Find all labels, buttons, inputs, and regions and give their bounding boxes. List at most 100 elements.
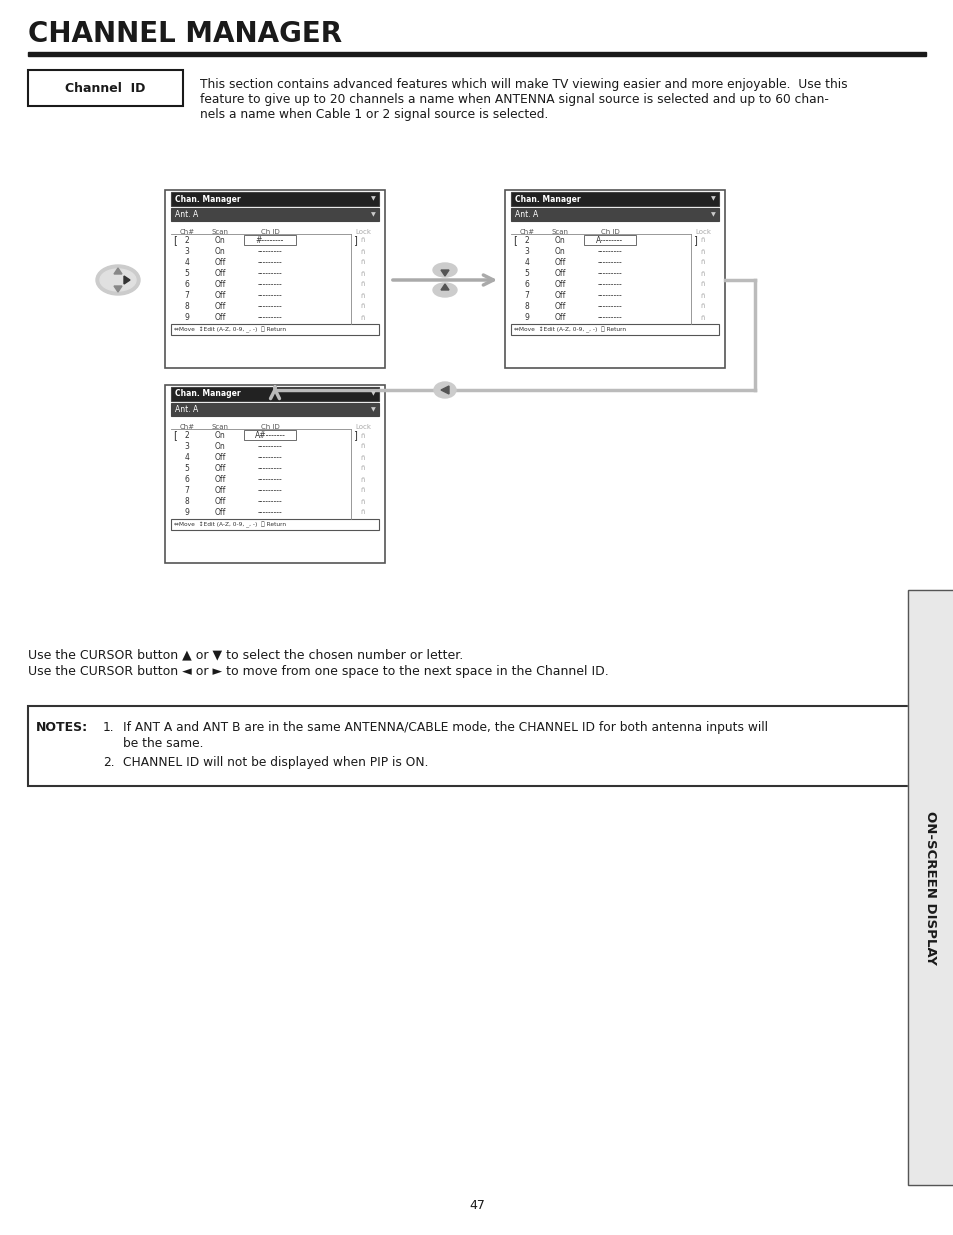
Text: ⇔Move  ↕Edit (A-Z, 0-9, _, -)  Ⓢ Return: ⇔Move ↕Edit (A-Z, 0-9, _, -) Ⓢ Return — [173, 521, 286, 527]
Text: ON-SCREEN DISPLAY: ON-SCREEN DISPLAY — [923, 810, 937, 965]
Text: #--------: #-------- — [255, 236, 284, 245]
Bar — [907, 590, 953, 1186]
Text: Scan: Scan — [551, 228, 568, 235]
Text: ▼: ▼ — [371, 196, 375, 201]
Text: ---------: --------- — [257, 464, 282, 473]
Text: ---------: --------- — [257, 247, 282, 256]
FancyBboxPatch shape — [583, 235, 636, 245]
Text: ---------: --------- — [257, 303, 282, 311]
FancyBboxPatch shape — [511, 324, 719, 335]
Text: ñ: ñ — [700, 248, 704, 254]
FancyBboxPatch shape — [244, 235, 295, 245]
Text: 8: 8 — [185, 496, 190, 506]
Text: 4: 4 — [184, 453, 190, 462]
FancyBboxPatch shape — [511, 191, 719, 206]
Text: Off: Off — [214, 312, 226, 322]
Text: ---------: --------- — [257, 258, 282, 267]
Text: Chan. Manager: Chan. Manager — [174, 389, 240, 399]
Text: Lock: Lock — [355, 424, 371, 430]
Text: Use the CURSOR button ◄ or ► to move from one space to the next space in the Cha: Use the CURSOR button ◄ or ► to move fro… — [28, 664, 608, 678]
Text: On: On — [214, 247, 225, 256]
Text: ñ: ñ — [700, 282, 704, 288]
Text: [: [ — [172, 236, 176, 246]
Text: Chan. Manager: Chan. Manager — [515, 194, 580, 204]
Text: ñ: ñ — [360, 293, 365, 299]
Text: Off: Off — [554, 303, 565, 311]
FancyBboxPatch shape — [171, 403, 378, 416]
Text: ñ: ñ — [360, 443, 365, 450]
Text: Off: Off — [214, 475, 226, 484]
Polygon shape — [113, 268, 122, 274]
Text: If ANT A and ANT B are in the same ANTENNA/CABLE mode, the CHANNEL ID for both a: If ANT A and ANT B are in the same ANTEN… — [123, 721, 767, 734]
FancyBboxPatch shape — [165, 190, 385, 368]
Text: ñ: ñ — [700, 315, 704, 321]
Text: ñ: ñ — [360, 282, 365, 288]
Text: ▼: ▼ — [371, 391, 375, 396]
Text: Off: Off — [214, 269, 226, 278]
Text: 5: 5 — [524, 269, 529, 278]
Text: ñ: ñ — [360, 499, 365, 505]
Text: 5: 5 — [184, 269, 190, 278]
Text: ñ: ñ — [360, 315, 365, 321]
Text: Ant. A: Ant. A — [174, 405, 198, 414]
Text: feature to give up to 20 channels a name when ANTENNA signal source is selected : feature to give up to 20 channels a name… — [200, 93, 828, 106]
Text: ñ: ñ — [360, 432, 365, 438]
Ellipse shape — [434, 382, 456, 398]
Text: Chan. Manager: Chan. Manager — [174, 194, 240, 204]
Text: Off: Off — [214, 280, 226, 289]
Ellipse shape — [100, 269, 136, 291]
Text: Ch#: Ch# — [179, 228, 194, 235]
Text: ---------: --------- — [257, 487, 282, 495]
Text: ⇔Move  ↕Edit (A-Z, 0-9, _, -)  Ⓢ Return: ⇔Move ↕Edit (A-Z, 0-9, _, -) Ⓢ Return — [173, 326, 286, 332]
Text: Off: Off — [214, 508, 226, 517]
Ellipse shape — [96, 266, 140, 295]
Text: ---------: --------- — [597, 291, 621, 300]
Text: ñ: ñ — [360, 259, 365, 266]
Text: ---------: --------- — [597, 247, 621, 256]
Text: 2.: 2. — [103, 756, 114, 769]
Text: Scan: Scan — [212, 424, 229, 430]
Text: Scan: Scan — [212, 228, 229, 235]
Text: 3: 3 — [524, 247, 529, 256]
Text: Off: Off — [214, 258, 226, 267]
Text: 4: 4 — [524, 258, 529, 267]
Text: ---------: --------- — [597, 258, 621, 267]
Text: Lock: Lock — [695, 228, 710, 235]
Text: ---------: --------- — [597, 280, 621, 289]
Text: Off: Off — [554, 269, 565, 278]
FancyBboxPatch shape — [171, 387, 378, 401]
Text: ñ: ñ — [360, 510, 365, 515]
Text: ⇔Move  ↕Edit (A-Z, 0-9, _, -)  Ⓢ Return: ⇔Move ↕Edit (A-Z, 0-9, _, -) Ⓢ Return — [514, 326, 625, 332]
Text: ---------: --------- — [257, 508, 282, 517]
Text: ---------: --------- — [257, 442, 282, 451]
Ellipse shape — [433, 263, 456, 277]
Text: 8: 8 — [185, 303, 190, 311]
Text: Ant. A: Ant. A — [174, 210, 198, 219]
Polygon shape — [113, 287, 122, 291]
Text: On: On — [554, 247, 565, 256]
Polygon shape — [440, 270, 449, 275]
Text: Off: Off — [554, 258, 565, 267]
Text: ñ: ñ — [700, 237, 704, 243]
Text: A#-------: A#------- — [254, 431, 285, 440]
Text: ▼: ▼ — [710, 212, 715, 217]
Text: 5: 5 — [184, 464, 190, 473]
Text: 9: 9 — [184, 312, 190, 322]
Polygon shape — [440, 284, 449, 290]
Text: ñ: ñ — [360, 270, 365, 277]
Text: Off: Off — [214, 487, 226, 495]
Text: ñ: ñ — [360, 454, 365, 461]
Text: 7: 7 — [184, 487, 190, 495]
Text: 9: 9 — [184, 508, 190, 517]
Text: 6: 6 — [184, 280, 190, 289]
Text: ]: ] — [692, 236, 696, 246]
Text: ---------: --------- — [257, 453, 282, 462]
Text: Off: Off — [554, 280, 565, 289]
Text: 3: 3 — [184, 247, 190, 256]
Text: ñ: ñ — [360, 477, 365, 483]
FancyBboxPatch shape — [28, 70, 183, 106]
Text: 2: 2 — [185, 236, 190, 245]
Text: This section contains advanced features which will make TV viewing easier and mo: This section contains advanced features … — [200, 78, 846, 91]
Text: ---------: --------- — [257, 291, 282, 300]
Text: ---------: --------- — [257, 312, 282, 322]
